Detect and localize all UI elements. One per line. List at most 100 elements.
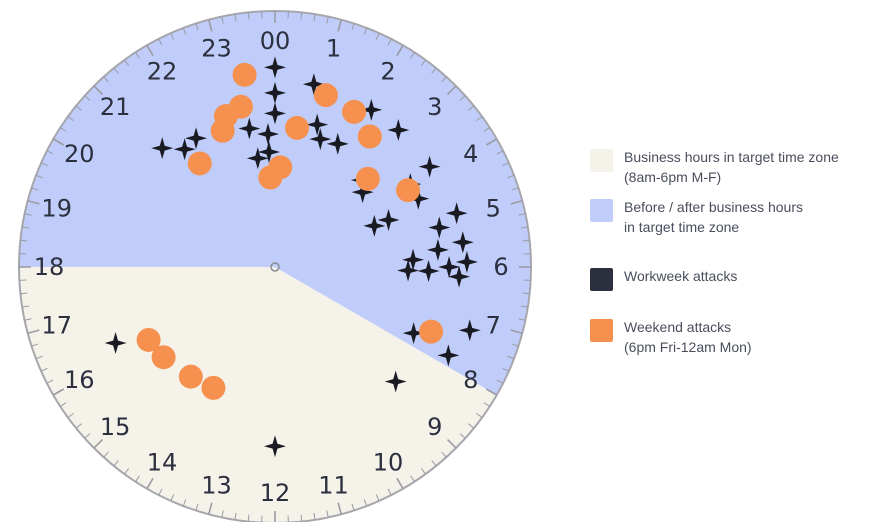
minor-tick	[221, 510, 224, 518]
hour-label-8: 8	[463, 366, 478, 394]
region-business-hours	[19, 267, 497, 522]
minor-tick	[170, 32, 175, 40]
legend-label-business-hours: Business hours in target time zone (8am-…	[624, 149, 839, 185]
workweek-attack-marker	[257, 123, 280, 146]
minor-tick	[351, 503, 355, 511]
minor-tick	[31, 187, 39, 191]
major-tick	[485, 388, 498, 396]
major-tick	[337, 19, 343, 32]
legend-item-weekend: Weekend attacks (6pm Fri-12am Mon)	[590, 317, 752, 357]
clock-regions	[19, 11, 532, 522]
minor-tick	[468, 423, 475, 429]
major-tick	[446, 438, 457, 449]
major-tick	[27, 329, 40, 335]
minor-tick	[135, 475, 140, 482]
minor-tick	[326, 510, 329, 518]
minor-tick	[20, 292, 28, 295]
legend-swatch-business-hours	[590, 149, 613, 172]
major-tick	[207, 19, 213, 32]
hour-label-10: 10	[373, 449, 404, 477]
workweek-attack-marker	[402, 248, 425, 271]
minor-tick	[67, 116, 74, 122]
minor-tick	[247, 514, 250, 522]
legend-item-business-hours: Business hours in target time zone (8am-…	[590, 147, 839, 187]
workweek-attack-marker	[306, 113, 329, 136]
minor-tick	[40, 367, 48, 372]
weekend-attack-marker	[258, 165, 283, 190]
hour-label-23: 23	[201, 35, 232, 63]
minor-tick	[182, 27, 187, 35]
weekend-attack-marker	[232, 62, 257, 87]
minor-tick	[507, 174, 515, 179]
minor-tick	[170, 494, 175, 502]
minor-tick	[496, 379, 504, 384]
hour-label-18: 18	[34, 253, 65, 281]
legend-swatch-workweek	[590, 268, 613, 291]
minor-tick	[84, 433, 91, 439]
minor-tick	[158, 38, 163, 46]
minor-tick	[459, 95, 466, 101]
workweek-attack-marker	[326, 132, 349, 155]
minor-tick	[84, 95, 91, 101]
minor-tick	[124, 59, 130, 66]
major-tick	[510, 329, 523, 335]
workweek-attack-marker	[402, 322, 425, 345]
hour-label-16: 16	[64, 366, 95, 394]
hour-label-17: 17	[41, 311, 72, 339]
weekend-attack-marker	[357, 124, 382, 149]
weekend-attack-marker	[201, 375, 226, 400]
major-tick	[52, 138, 65, 146]
minor-tick	[363, 499, 368, 507]
minor-tick	[476, 116, 483, 122]
minor-tick	[431, 67, 437, 74]
minor-tick	[518, 318, 526, 321]
minor-tick	[441, 76, 447, 83]
major-tick	[146, 44, 154, 57]
minor-tick	[420, 59, 426, 66]
minor-tick	[387, 38, 392, 46]
major-tick	[52, 388, 65, 396]
minor-tick	[234, 512, 237, 520]
minor-tick	[195, 503, 199, 511]
workweek-attack-marker	[418, 155, 441, 178]
workweek-attack-marker	[246, 147, 269, 170]
workweek-attack-marker	[151, 137, 174, 160]
weekend-attack-marker	[419, 319, 444, 344]
hour-label-4: 4	[463, 140, 478, 168]
minor-tick	[24, 318, 32, 321]
workweek-attack-marker	[437, 344, 460, 367]
legend-item-off-hours: Before / after business hours in target …	[590, 197, 803, 237]
workweek-attack-marker	[428, 216, 451, 239]
workweek-attack-marker	[448, 265, 471, 288]
minor-tick	[375, 32, 380, 40]
workweek-attack-marker	[264, 81, 286, 104]
minor-tick	[20, 239, 28, 242]
major-tick	[510, 199, 523, 205]
workweek-attack-marker	[455, 250, 478, 273]
hour-label-12: 12	[260, 479, 291, 507]
major-tick	[146, 477, 154, 490]
legend-swatch-weekend	[590, 319, 613, 342]
minor-tick	[518, 213, 526, 216]
weekend-attack-marker	[136, 327, 161, 352]
minor-tick	[441, 451, 447, 458]
minor-tick	[35, 355, 43, 360]
workweek-attack-marker	[458, 319, 481, 342]
hour-label-00: 00	[260, 27, 291, 55]
workweek-attack-marker	[309, 128, 332, 151]
minor-tick	[375, 494, 380, 502]
hour-label-11: 11	[318, 471, 349, 499]
hour-label-19: 19	[41, 195, 72, 223]
minor-tick	[60, 402, 67, 407]
minor-tick	[507, 355, 515, 360]
minor-tick	[483, 402, 490, 407]
minor-tick	[300, 12, 303, 20]
minor-tick	[103, 451, 109, 458]
weekend-attack-marker	[187, 151, 212, 176]
workweek-attack-marker	[302, 73, 325, 96]
major-tick	[446, 85, 457, 96]
hour-label-20: 20	[64, 140, 95, 168]
workweek-attack-marker	[451, 231, 474, 254]
minor-tick	[103, 76, 109, 83]
